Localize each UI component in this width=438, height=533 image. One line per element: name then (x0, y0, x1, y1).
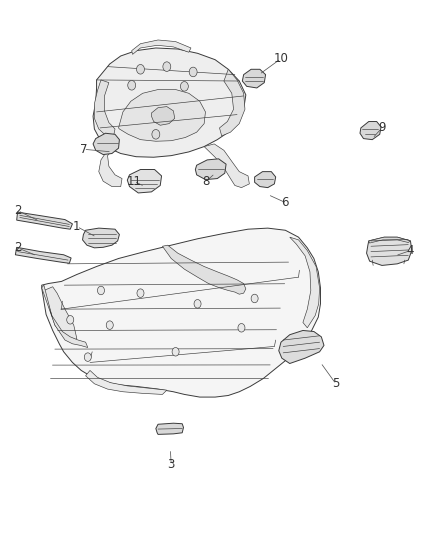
Polygon shape (99, 148, 122, 187)
Circle shape (84, 353, 91, 361)
Text: 11: 11 (126, 175, 141, 188)
Polygon shape (162, 245, 245, 294)
Text: 2: 2 (14, 241, 21, 254)
Circle shape (189, 67, 197, 77)
Polygon shape (93, 133, 119, 155)
Polygon shape (15, 247, 71, 263)
Polygon shape (366, 237, 411, 265)
Polygon shape (155, 423, 183, 434)
Circle shape (180, 82, 188, 91)
Circle shape (127, 80, 135, 90)
Polygon shape (93, 48, 245, 157)
Circle shape (136, 64, 144, 74)
Polygon shape (85, 370, 166, 394)
Text: 1: 1 (73, 220, 81, 233)
Polygon shape (151, 107, 174, 125)
Polygon shape (219, 69, 244, 136)
Text: 10: 10 (273, 52, 288, 65)
Polygon shape (94, 80, 115, 138)
Text: 8: 8 (202, 175, 209, 188)
Circle shape (137, 289, 144, 297)
Polygon shape (118, 90, 205, 141)
Circle shape (106, 321, 113, 329)
Polygon shape (131, 40, 191, 54)
Text: 9: 9 (377, 122, 385, 134)
Polygon shape (204, 144, 249, 188)
Text: 4: 4 (406, 244, 413, 257)
Polygon shape (242, 69, 265, 88)
Polygon shape (44, 287, 77, 342)
Polygon shape (278, 330, 323, 364)
Circle shape (67, 316, 74, 324)
Text: 2: 2 (14, 204, 21, 217)
Circle shape (97, 286, 104, 295)
Polygon shape (195, 159, 226, 180)
Polygon shape (42, 228, 320, 397)
Circle shape (251, 294, 258, 303)
Polygon shape (82, 228, 119, 248)
Circle shape (194, 300, 201, 308)
Text: 3: 3 (167, 458, 174, 471)
Polygon shape (368, 237, 410, 243)
Polygon shape (42, 285, 88, 348)
Polygon shape (127, 169, 161, 193)
Text: 7: 7 (79, 143, 87, 156)
Text: 6: 6 (281, 196, 289, 209)
Polygon shape (289, 237, 319, 328)
Circle shape (162, 62, 170, 71)
Polygon shape (359, 122, 380, 140)
Text: 5: 5 (332, 377, 339, 390)
Polygon shape (17, 212, 72, 229)
Circle shape (237, 324, 244, 332)
Circle shape (172, 348, 179, 356)
Circle shape (152, 130, 159, 139)
Polygon shape (254, 172, 275, 188)
